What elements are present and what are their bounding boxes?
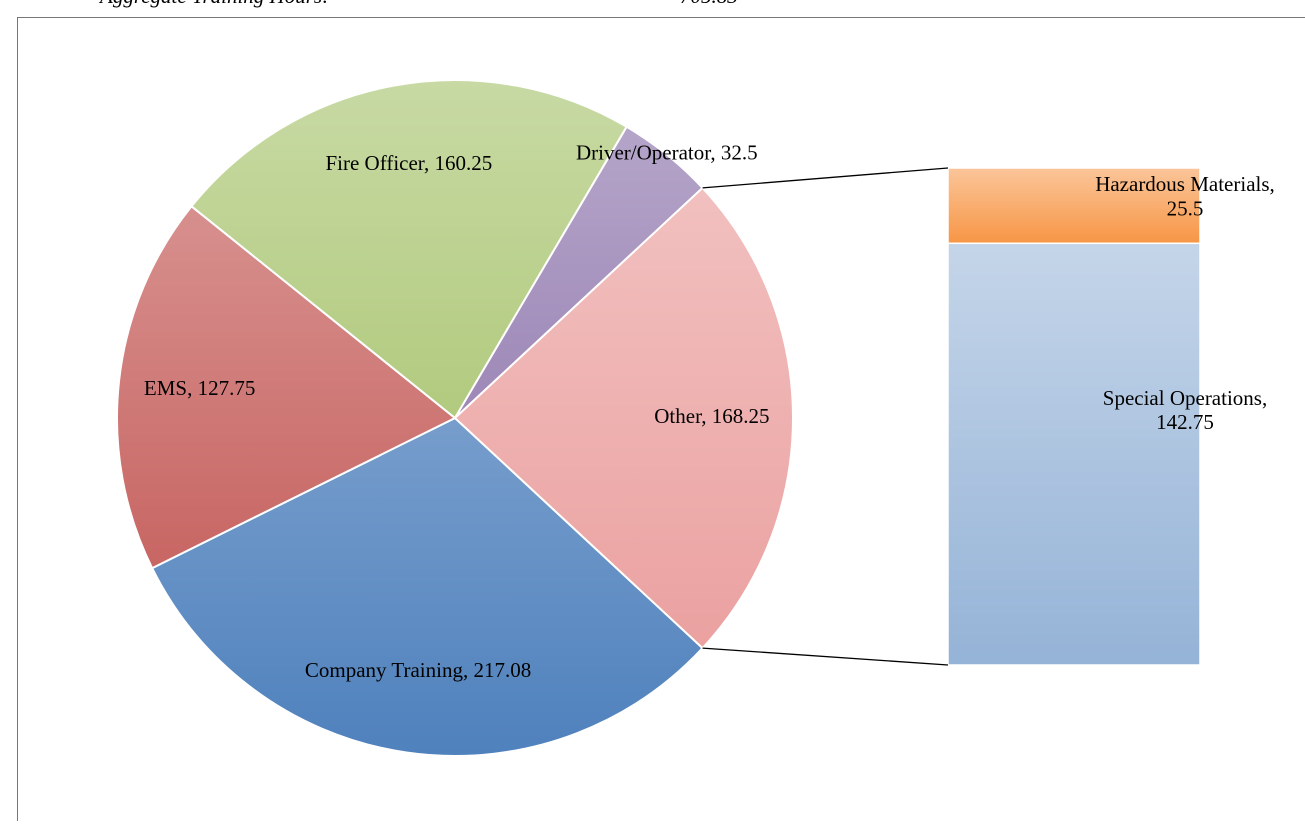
header-label: Aggregate Training Hours: (98, 0, 329, 8)
data-label: Company Training, 217.08 (305, 658, 531, 682)
header-total: 705.83 (680, 0, 738, 8)
data-label: Other, 168.25 (654, 404, 769, 428)
data-label: Driver/Operator, 32.5 (576, 140, 758, 164)
data-label: Fire Officer, 160.25 (325, 151, 492, 175)
segment-shine (948, 243, 1200, 665)
data-label: EMS, 127.75 (144, 376, 255, 400)
